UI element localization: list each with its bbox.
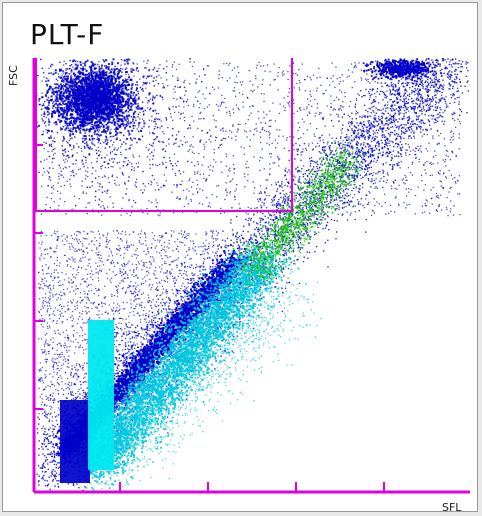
scattergram-title: PLT-F: [30, 20, 104, 50]
x-axis-label: SFL: [442, 501, 461, 514]
cyan-platelet-band: [88, 320, 114, 470]
dark-platelet-band: [60, 400, 90, 483]
scatter-points: [36, 58, 469, 492]
gate-box: [35, 58, 293, 212]
